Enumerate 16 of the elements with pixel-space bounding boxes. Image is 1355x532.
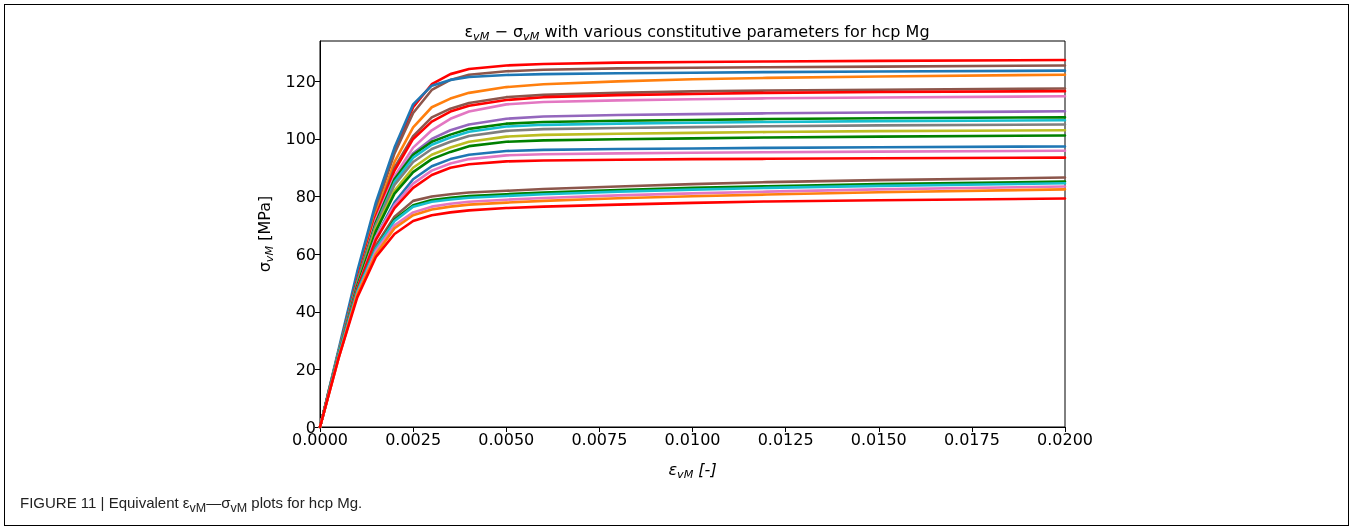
x-tick-label: 0.0125 bbox=[757, 429, 814, 449]
y-axis-title: σvM [MPa] bbox=[254, 195, 276, 273]
caption: FIGURE 11 | Equivalent ε$_{vM}$—σ$_{vM}$ plots for hcp Mg. bbox=[20, 494, 363, 515]
y-tick-label: 60 bbox=[295, 244, 316, 264]
x-tick-label: 0.0075 bbox=[571, 429, 628, 449]
y-tick-label: 100 bbox=[285, 129, 316, 149]
x-tick-label: 0.0025 bbox=[385, 429, 442, 449]
y-tick-label: 80 bbox=[295, 187, 316, 207]
x-tick-label: 0.0100 bbox=[664, 429, 721, 449]
y-tick-label: 40 bbox=[295, 302, 316, 322]
y-tick-label: 120 bbox=[285, 71, 316, 91]
x-tick-label: 0.0150 bbox=[850, 429, 907, 449]
x-tick-label: 0.0175 bbox=[943, 429, 1000, 449]
x-tick-label: 0.0050 bbox=[478, 429, 535, 449]
y-tick-label: 20 bbox=[295, 359, 316, 379]
x-tick-label: 0.0200 bbox=[1037, 429, 1093, 449]
